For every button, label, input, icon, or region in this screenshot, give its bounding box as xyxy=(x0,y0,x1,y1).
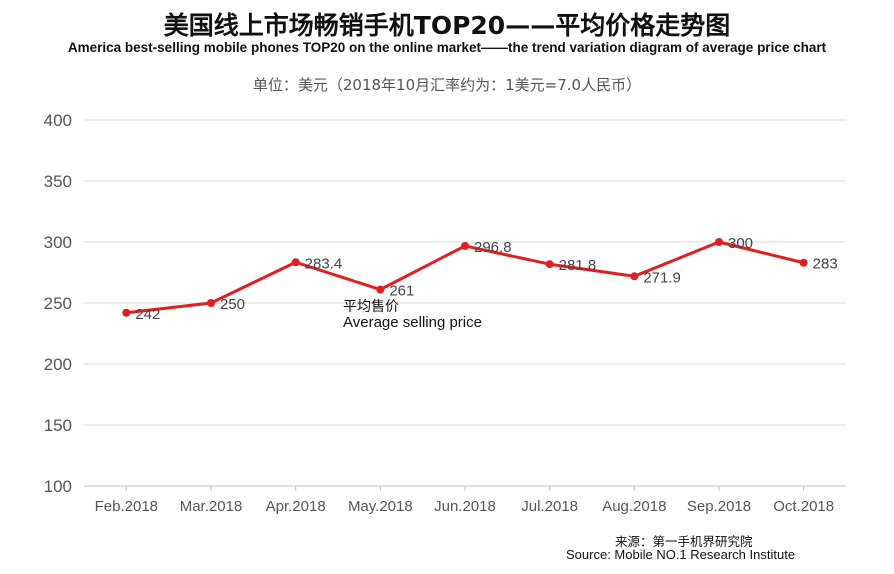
data-label: 300 xyxy=(728,235,753,252)
x-tick-label: May.2018 xyxy=(348,498,413,515)
data-label: 242 xyxy=(135,306,160,323)
x-tick-label: Jul.2018 xyxy=(521,498,578,515)
y-tick-label: 300 xyxy=(44,233,72,252)
data-point xyxy=(715,238,723,246)
data-point xyxy=(291,258,300,267)
x-tick-label: Oct.2018 xyxy=(773,498,834,515)
data-label: 261 xyxy=(389,283,414,300)
data-point xyxy=(461,241,469,250)
data-label: 250 xyxy=(220,296,245,313)
y-tick-label: 350 xyxy=(44,172,72,191)
x-tick-label: Jun.2018 xyxy=(434,498,496,515)
source-cn: 来源：第一手机界研究院 xyxy=(615,534,753,549)
data-label: 283 xyxy=(813,256,838,273)
x-tick-label: Aug.2018 xyxy=(602,498,666,515)
chart-title: 美国线上市场畅销手机TOP20——平均价格走势图 xyxy=(163,11,731,40)
x-tick-label: Mar.2018 xyxy=(180,498,243,515)
y-tick-label: 100 xyxy=(44,477,72,496)
data-point xyxy=(630,272,639,281)
data-point xyxy=(122,308,131,317)
source-en: Source: Mobile NO.1 Research Institute xyxy=(566,547,796,562)
y-tick-label: 250 xyxy=(44,294,72,313)
data-label: 271.9 xyxy=(643,269,681,286)
y-tick-label: 150 xyxy=(44,416,72,435)
data-label: 283.4 xyxy=(305,255,343,272)
y-tick-label: 400 xyxy=(44,111,72,130)
data-point xyxy=(207,299,215,307)
unit-note: 单位：美元（2018年10月汇率约为：1美元=7.0人民币） xyxy=(252,76,642,94)
chart-subtitle: America best-selling mobile phones TOP20… xyxy=(67,40,827,55)
legend-label-en: Average selling price xyxy=(343,314,482,331)
legend-label-cn: 平均售价 xyxy=(343,299,399,315)
data-label: 281.8 xyxy=(559,257,597,274)
data-point xyxy=(545,260,554,269)
data-point xyxy=(799,258,808,267)
x-tick-label: Sep.2018 xyxy=(687,498,751,515)
x-tick-label: Apr.2018 xyxy=(266,498,326,515)
x-tick-label: Feb.2018 xyxy=(95,498,158,515)
data-label: 296.8 xyxy=(474,239,512,256)
y-tick-label: 200 xyxy=(44,355,72,374)
data-point xyxy=(376,285,385,294)
